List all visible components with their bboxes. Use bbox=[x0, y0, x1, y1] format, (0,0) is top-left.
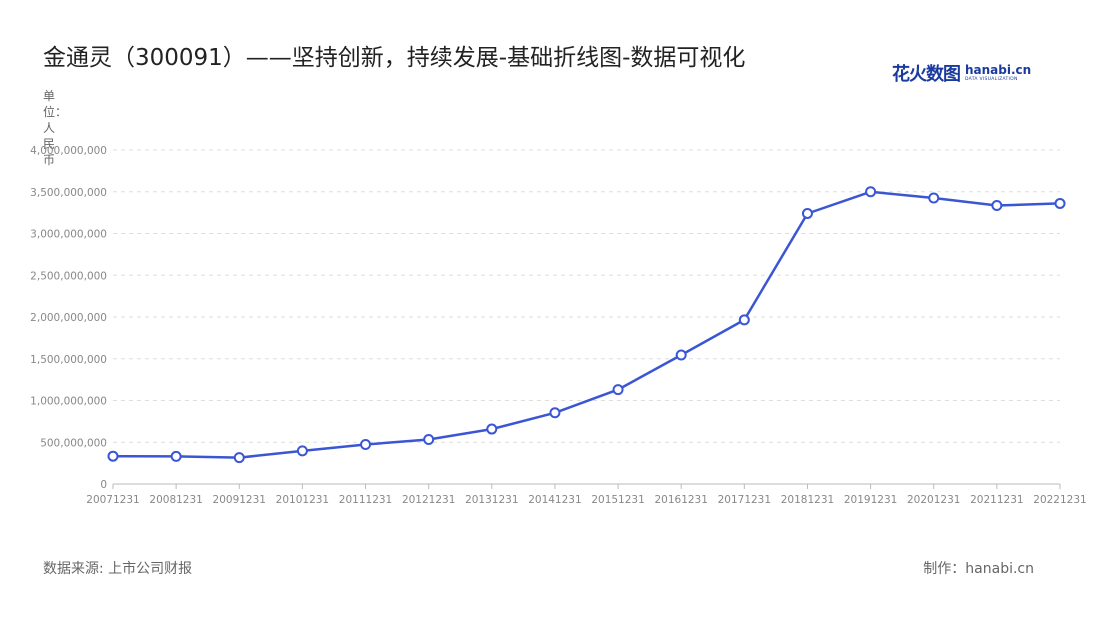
x-tick-label: 20141231 bbox=[528, 494, 581, 506]
y-tick-label: 2,000,000,000 bbox=[30, 312, 107, 324]
brand-logo: 花火数图 hanabi.cn DATA VISUALIZATION bbox=[892, 60, 1031, 86]
data-point bbox=[865, 186, 877, 198]
x-tick-label: 20171231 bbox=[718, 494, 771, 506]
data-point bbox=[738, 314, 750, 326]
y-tick-label: 3,000,000,000 bbox=[30, 229, 107, 241]
x-tick-label: 20201231 bbox=[907, 494, 960, 506]
data-point bbox=[675, 349, 687, 361]
data-source-note: 数据来源: 上市公司财报 bbox=[43, 561, 193, 577]
x-tick-label: 20151231 bbox=[591, 494, 644, 506]
x-tick-label: 20221231 bbox=[1033, 494, 1086, 506]
x-tick-label: 20101231 bbox=[276, 494, 329, 506]
y-tick-label: 0 bbox=[100, 479, 107, 491]
data-point bbox=[360, 439, 372, 451]
x-tick-label: 20191231 bbox=[844, 494, 897, 506]
data-point bbox=[991, 200, 1003, 212]
credit-note: 制作：hanabi.cn bbox=[923, 561, 1034, 577]
x-tick-label: 20211231 bbox=[970, 494, 1023, 506]
brand-logo-cn: 花火数图 bbox=[892, 64, 961, 85]
x-tick-label: 20181231 bbox=[781, 494, 834, 506]
x-tick-label: 20071231 bbox=[86, 494, 139, 506]
data-point bbox=[107, 450, 119, 462]
x-tick-label: 20111231 bbox=[339, 494, 392, 506]
x-tick-label: 20091231 bbox=[213, 494, 266, 506]
data-point bbox=[612, 384, 624, 396]
data-point bbox=[1054, 197, 1066, 209]
data-point bbox=[233, 452, 245, 464]
data-point bbox=[928, 192, 940, 204]
y-tick-label: 1,500,000,000 bbox=[30, 354, 107, 366]
brand-logo-en-block: hanabi.cn DATA VISUALIZATION bbox=[965, 64, 1031, 83]
data-point bbox=[296, 445, 308, 457]
y-tick-label: 500,000,000 bbox=[40, 437, 107, 449]
data-point bbox=[801, 207, 813, 219]
y-tick-label: 1,000,000,000 bbox=[30, 396, 107, 408]
x-tick-label: 20121231 bbox=[402, 494, 455, 506]
data-point bbox=[170, 450, 182, 462]
x-tick-label: 20161231 bbox=[654, 494, 707, 506]
x-tick-label: 20131231 bbox=[465, 494, 518, 506]
y-tick-label: 3,500,000,000 bbox=[30, 187, 107, 199]
chart-title: 金通灵（300091）——坚持创新，持续发展-基础折线图-数据可视化 bbox=[43, 45, 746, 71]
y-tick-label: 2,500,000,000 bbox=[30, 270, 107, 282]
y-tick-label: 4,000,000,000 bbox=[30, 145, 107, 157]
brand-logo-sub: DATA VISUALIZATION bbox=[965, 76, 1018, 82]
series-line bbox=[112, 190, 1061, 459]
data-point bbox=[486, 423, 498, 435]
data-point bbox=[423, 433, 435, 445]
data-point bbox=[549, 407, 561, 419]
x-tick-label: 20081231 bbox=[149, 494, 202, 506]
brand-logo-en: hanabi.cn bbox=[965, 62, 1032, 77]
